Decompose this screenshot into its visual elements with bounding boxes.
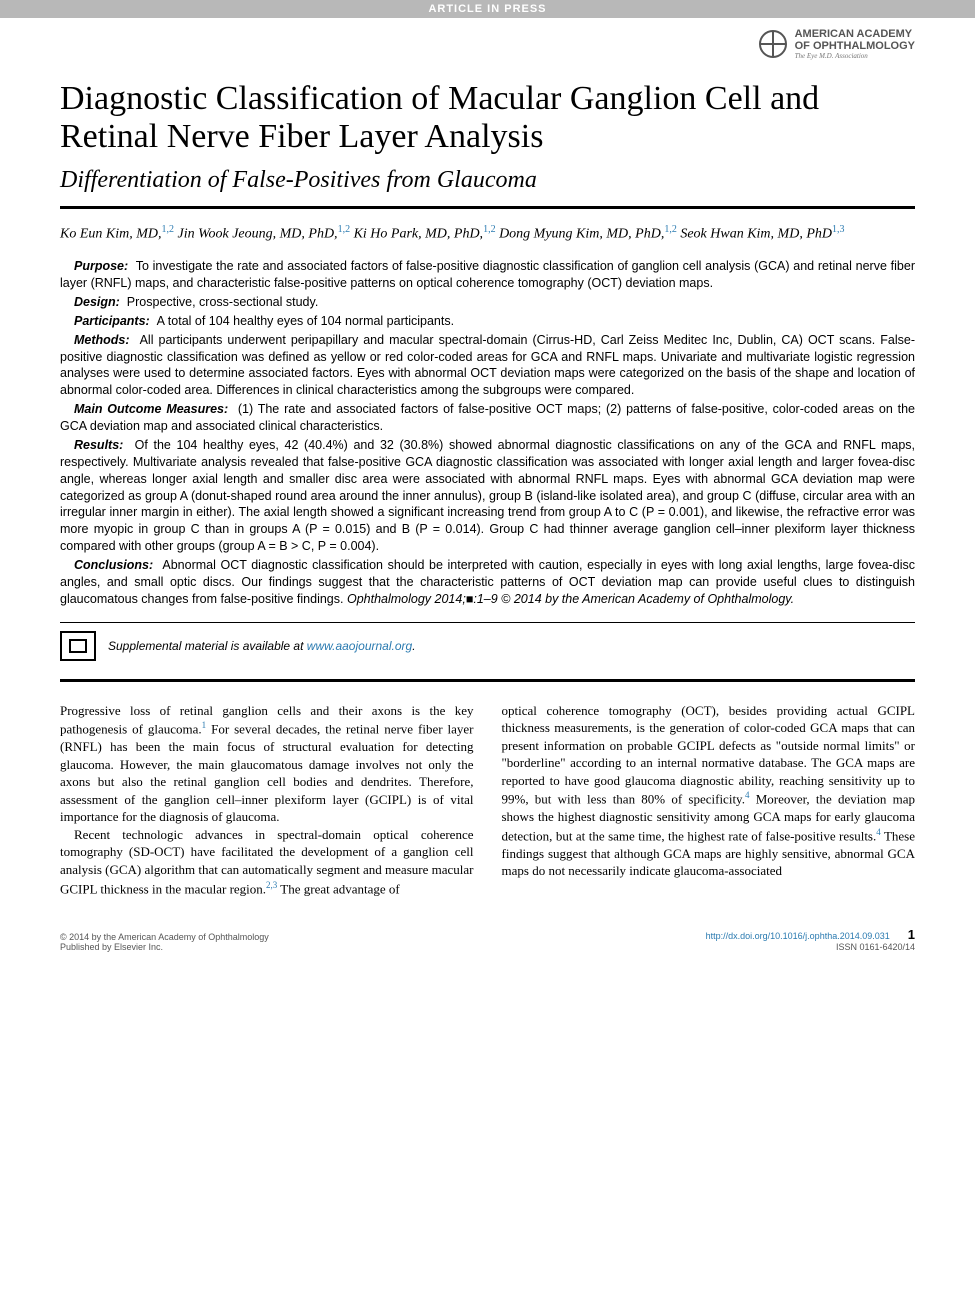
ref-link[interactable]: 2,3 [266, 880, 277, 890]
abstract-participants-label: Participants: [74, 314, 150, 328]
header-logo-area: AMERICAN ACADEMY OF OPHTHALMOLOGY The Ey… [0, 18, 975, 65]
body-col1-p1-cont: For several decades, the retinal nerve f… [60, 722, 474, 825]
supplement-text: Supplemental material is available at [108, 639, 307, 653]
abstract-conclusions-label: Conclusions: [74, 558, 153, 572]
abstract-design-text: Prospective, cross-sectional study. [127, 295, 319, 309]
supplement-link[interactable]: www.aaojournal.org [307, 639, 412, 653]
author: Dong Myung Kim, MD, PhD, [499, 227, 664, 242]
copyright-line2: Published by Elsevier Inc. [60, 942, 269, 952]
author-affil: 1,2 [483, 224, 496, 235]
article-in-press-banner: ARTICLE IN PRESS [0, 0, 975, 18]
author: Ki Ho Park, MD, PhD, [354, 227, 484, 242]
journal-reference: Ophthalmology 2014;■:1–9 © 2014 by the A… [347, 592, 794, 606]
publisher-tagline: The Eye M.D. Association [795, 52, 915, 60]
column-left: Progressive loss of retinal ganglion cel… [60, 702, 474, 898]
abstract-outcome-label: Main Outcome Measures: [74, 402, 228, 416]
logo-icon [759, 30, 787, 58]
supplement-notice: Supplemental material is available at ww… [60, 631, 915, 661]
copyright-line1: © 2014 by the American Academy of Ophtha… [60, 932, 269, 942]
author: Jin Wook Jeoung, MD, PhD, [178, 227, 338, 242]
author-affil: 1,3 [832, 224, 845, 235]
abstract-purpose-text: To investigate the rate and associated f… [60, 259, 915, 290]
abstract-methods-label: Methods: [74, 333, 130, 347]
abstract-participants-text: A total of 104 healthy eyes of 104 norma… [157, 314, 454, 328]
doi-link[interactable]: http://dx.doi.org/10.1016/j.ophtha.2014.… [706, 931, 890, 941]
abstract: Purpose: To investigate the rate and ass… [60, 258, 915, 608]
body-col1-p2-cont: The great advantage of [277, 881, 399, 896]
publisher-logo: AMERICAN ACADEMY OF OPHTHALMOLOGY The Ey… [759, 28, 915, 60]
author-affil: 1,2 [338, 224, 351, 235]
publisher-name-line2: OF OPHTHALMOLOGY [795, 40, 915, 52]
article-subtitle: Differentiation of False-Positives from … [60, 167, 915, 194]
rule-supplement-bottom [60, 679, 915, 682]
abstract-results-text: Of the 104 healthy eyes, 42 (40.4%) and … [60, 438, 915, 553]
author-list: Ko Eun Kim, MD,1,2 Jin Wook Jeoung, MD, … [60, 223, 915, 244]
abstract-methods-text: All participants underwent peripapillary… [60, 333, 915, 398]
abstract-results-label: Results: [74, 438, 123, 452]
rule-supplement-top [60, 622, 915, 623]
page-footer: © 2014 by the American Academy of Ophtha… [0, 897, 975, 972]
column-right: optical coherence tomography (OCT), besi… [502, 702, 916, 898]
author-affil: 1,2 [162, 224, 175, 235]
issn: ISSN 0161-6420/14 [706, 942, 915, 952]
author-affil: 1,2 [664, 224, 677, 235]
author: Seok Hwan Kim, MD, PhD [680, 227, 832, 242]
rule-top [60, 206, 915, 209]
abstract-design-label: Design: [74, 295, 120, 309]
abstract-purpose-label: Purpose: [74, 259, 128, 273]
footer-right: http://dx.doi.org/10.1016/j.ophtha.2014.… [706, 927, 915, 952]
article-title: Diagnostic Classification of Macular Gan… [60, 80, 915, 155]
supplement-suffix: . [412, 639, 415, 653]
publisher-name-line1: AMERICAN ACADEMY [795, 28, 915, 40]
supplement-icon [60, 631, 96, 661]
footer-left: © 2014 by the American Academy of Ophtha… [60, 932, 269, 952]
body-text: Progressive loss of retinal ganglion cel… [60, 702, 915, 898]
author: Ko Eun Kim, MD, [60, 227, 162, 242]
page-number: 1 [908, 927, 915, 942]
